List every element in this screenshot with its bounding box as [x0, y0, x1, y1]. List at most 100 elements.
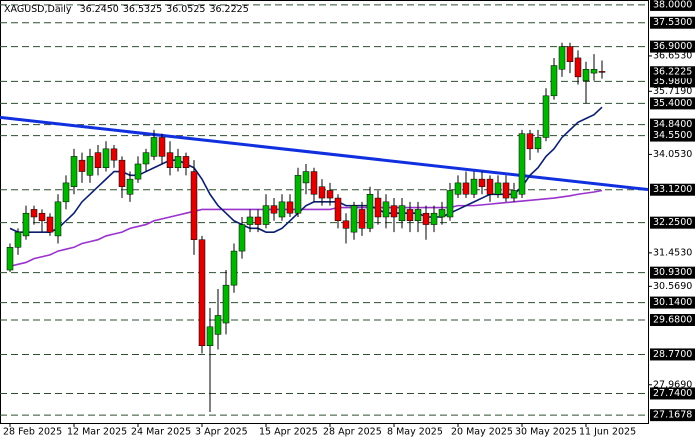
candle-body [550, 65, 558, 97]
candle-body [574, 57, 582, 78]
candle-body [214, 315, 222, 335]
plot-frame [0, 0, 649, 424]
y-tick-label: 31.4530 [653, 247, 692, 258]
candle-body [238, 224, 246, 252]
candle-body [590, 69, 598, 74]
level-box [650, 216, 695, 229]
y-tick-label: 36.6530 [653, 50, 692, 61]
x-tick-label: 28 Apr 2025 [323, 427, 382, 438]
candle-body [566, 46, 574, 62]
candle-body [134, 163, 142, 180]
x-tick-label: 20 May 2025 [451, 427, 513, 438]
y-tick-label: 27.9690 [653, 379, 692, 390]
level-box [650, 40, 695, 53]
level-box [650, 0, 695, 11]
level-label: 33.1200 [653, 184, 692, 195]
x-tick-label: 11 Jun 2025 [579, 427, 636, 438]
open-label: 36.2450 [80, 4, 119, 15]
x-tick-label: 28 Feb 2025 [3, 427, 62, 438]
level-box [650, 409, 695, 422]
candle-body [286, 201, 294, 214]
candle-body [406, 209, 414, 222]
ma-slow [9, 189, 603, 267]
candle-body [142, 152, 150, 165]
candle-body [326, 190, 334, 199]
candle-body [206, 326, 214, 346]
level-label: 35.9800 [653, 76, 692, 87]
candle-body [150, 137, 158, 157]
candle-body [558, 46, 566, 70]
level-box [650, 118, 695, 131]
candle-body [430, 212, 438, 225]
level-box [650, 348, 695, 361]
x-tick-label: 30 May 2025 [515, 427, 577, 438]
level-label: 29.6800 [653, 314, 692, 325]
current-price-label: 36.2225 [653, 67, 692, 78]
candle-body [486, 178, 494, 195]
candle-body [598, 71, 606, 73]
candle-body [470, 178, 478, 195]
candle-body [302, 171, 310, 184]
candle-body [182, 156, 190, 169]
level-label: 28.7700 [653, 349, 692, 360]
x-tick-label: 12 Mar 2025 [67, 427, 127, 438]
candle-body [278, 201, 286, 218]
candle-body [254, 216, 262, 225]
candle-body [478, 178, 486, 187]
chart-header: XAGUSD,Daily 36.2450 36.5325 36.0525 36.2225 [4, 4, 249, 15]
candle-body [30, 209, 38, 218]
candle-body [446, 190, 454, 218]
candle-body [54, 201, 62, 237]
y-tick-label: 34.0530 [653, 149, 692, 160]
level-label: 37.5300 [653, 17, 692, 28]
candle-body [62, 182, 70, 203]
level-label: 35.4000 [653, 98, 692, 109]
candle-body [46, 216, 54, 233]
candle-body [494, 182, 502, 195]
level-label: 34.5500 [653, 130, 692, 141]
x-tick-label: 8 May 2025 [387, 427, 443, 438]
candle-body [414, 209, 422, 222]
candle-body [94, 152, 102, 169]
candle-body [126, 178, 134, 195]
level-box [650, 16, 695, 29]
candle-body [334, 197, 342, 222]
candle-body [582, 69, 590, 81]
candle-body [86, 156, 94, 176]
y-tick-label: 30.5690 [653, 281, 692, 292]
candle-body [510, 190, 518, 199]
candle-body [102, 148, 110, 169]
candle-body [454, 182, 462, 195]
candle-body [174, 156, 182, 169]
candle-body [526, 133, 534, 150]
candle-body [518, 133, 526, 195]
plot-area [0, 4, 649, 416]
candle-body [350, 205, 358, 233]
candle-body [542, 95, 550, 138]
candle-body [230, 250, 238, 286]
candle-body [422, 212, 430, 225]
level-label: 34.8400 [653, 119, 692, 130]
level-box [650, 183, 695, 196]
candle-body [246, 216, 254, 225]
candle-body [342, 220, 350, 229]
candle-body [366, 194, 374, 229]
trendline [0, 115, 649, 192]
candle-body [398, 205, 406, 222]
x-tick-label: 15 Apr 2025 [259, 427, 318, 438]
candle-body [358, 209, 366, 229]
candle-body [390, 205, 398, 218]
candle-body [270, 205, 278, 214]
level-box [650, 129, 695, 142]
level-label: 27.7400 [653, 388, 692, 399]
level-box [650, 387, 695, 400]
high-label: 36.5325 [123, 4, 162, 15]
candle-body [198, 239, 206, 346]
level-label: 32.2500 [653, 217, 692, 228]
level-label: 36.9000 [653, 41, 692, 52]
level-label: 38.0000 [653, 0, 692, 10]
x-tick-label: 3 Apr 2025 [195, 427, 248, 438]
candle-body [70, 156, 78, 187]
candle-body [22, 212, 30, 237]
